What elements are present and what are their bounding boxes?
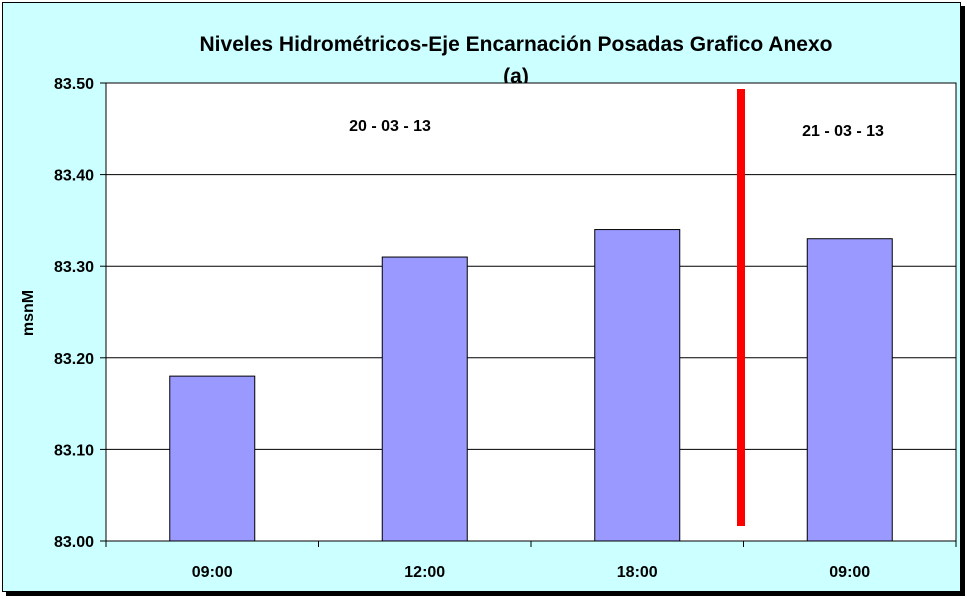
y-tick-label: 83.20	[54, 351, 94, 368]
y-axis-title: msnM	[20, 290, 37, 336]
y-tick-label: 83.30	[54, 259, 94, 276]
bar	[806, 238, 893, 542]
date-annotation-day2: 21 - 03 - 13	[802, 123, 884, 140]
x-tick-label: 12:00	[404, 564, 445, 581]
bar	[381, 256, 468, 542]
bar	[169, 375, 256, 542]
y-tick-label: 83.40	[54, 168, 94, 185]
x-tick-label: 09:00	[192, 564, 233, 581]
x-tick-label: 09:00	[829, 564, 870, 581]
chart-svg: Niveles Hidrométricos-Eje Encarnación Po…	[20, 33, 957, 581]
x-axis: 09:00 12:00 18:00 09:00	[105, 541, 957, 581]
y-axis: 83.00 83.10 83.20 83.30 83.40 83.50	[54, 76, 106, 551]
date-annotation-day1: 20 - 03 - 13	[349, 118, 431, 135]
x-tick-label: 18:00	[617, 564, 658, 581]
bars	[169, 229, 893, 542]
day-divider-line	[737, 89, 745, 526]
chart-frame: Niveles Hidrométricos-Eje Encarnación Po…	[2, 2, 961, 592]
y-tick-label: 83.10	[54, 442, 94, 459]
bar	[594, 229, 681, 542]
y-tick-label: 83.50	[54, 76, 94, 93]
chart-subtitle: (a)	[503, 65, 529, 88]
y-tick-label: 83.00	[54, 534, 94, 551]
chart-title: Niveles Hidrométricos-Eje Encarnación Po…	[200, 33, 833, 56]
